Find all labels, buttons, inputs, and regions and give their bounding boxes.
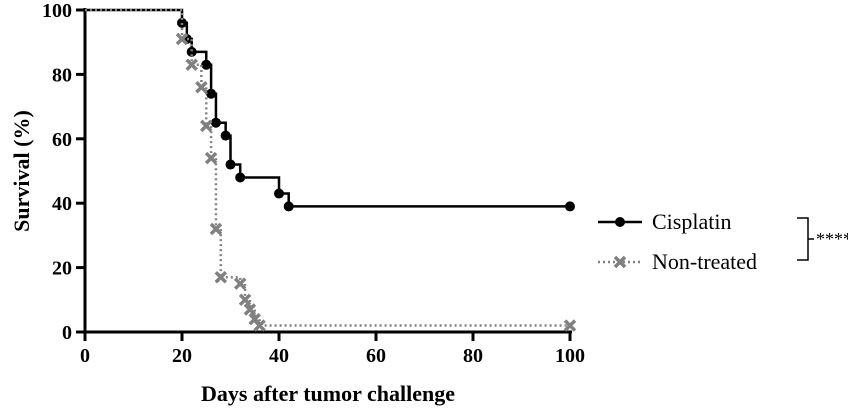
marker: [206, 88, 217, 99]
x-tick-label: 20: [172, 345, 192, 367]
marker: [243, 303, 257, 316]
marker: [214, 271, 228, 284]
y-tick-label: 60: [52, 129, 72, 151]
survival-step: [240, 176, 281, 194]
marker: [220, 130, 231, 141]
marker: [233, 277, 247, 290]
marker: [274, 188, 284, 199]
y-axis-title: Survival (%): [9, 110, 34, 232]
marker: [204, 151, 218, 165]
y-tick-label: 40: [52, 193, 72, 215]
marker: [210, 117, 221, 128]
y-tick-label: 0: [62, 322, 72, 344]
survival-step: [182, 37, 193, 65]
marker: [253, 319, 266, 332]
marker: [201, 59, 212, 70]
marker: [225, 159, 236, 170]
marker: [238, 293, 252, 307]
marker: [186, 46, 197, 57]
x-tick-label: 60: [366, 345, 386, 367]
x-axis-title: Days after tumor challenge: [201, 381, 455, 406]
survival-step: [85, 8, 184, 23]
significance-label: ****: [816, 229, 848, 249]
y-tick-label: 100: [42, 0, 72, 22]
survival-step: [220, 276, 242, 284]
x-tick-label: 0: [80, 345, 90, 367]
marker: [283, 201, 294, 212]
survival-step: [85, 8, 184, 39]
significance-bracket: [797, 217, 814, 261]
marker: [177, 17, 187, 28]
marker: [563, 319, 577, 332]
marker: [235, 172, 246, 183]
marker: [185, 58, 198, 71]
y-tick-label: 80: [52, 64, 72, 86]
x-tick-label: 100: [555, 345, 585, 367]
legend-label: Cisplatin: [652, 209, 731, 234]
marker: [200, 119, 213, 133]
marker: [565, 201, 575, 212]
survival-step: [215, 227, 223, 278]
survival-step: [211, 156, 218, 229]
legend-marker: [615, 217, 625, 227]
x-tick-label: 40: [269, 345, 289, 367]
legend-label: Non-treated: [652, 249, 757, 274]
marker: [195, 81, 208, 94]
marker: [209, 222, 223, 236]
marker: [175, 32, 189, 46]
x-tick-label: 80: [463, 345, 483, 367]
y-tick-label: 20: [52, 258, 72, 280]
legend-marker: [613, 255, 627, 269]
